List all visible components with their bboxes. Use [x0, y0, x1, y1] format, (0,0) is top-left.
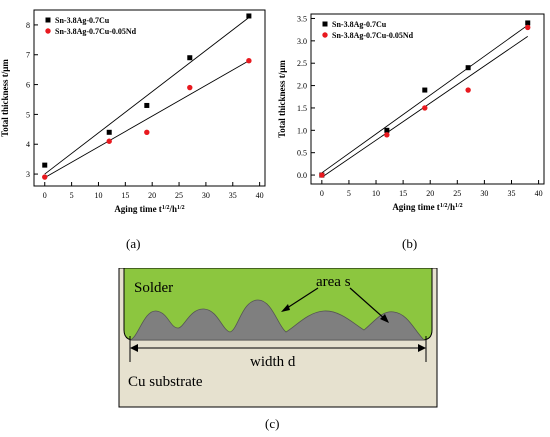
- y-tick-label: 0.5: [297, 149, 307, 158]
- data-point-square: [144, 102, 150, 108]
- x-axis-label-text: Aging time t: [114, 204, 162, 214]
- x-axis-label-superscript: 1/2: [177, 205, 185, 211]
- x-tick-label: 20: [426, 189, 434, 198]
- x-tick-label: 5: [347, 189, 351, 198]
- data-point-circle: [187, 84, 193, 91]
- data-point-square: [422, 87, 428, 93]
- x-axis-label-text: /h: [446, 202, 455, 212]
- legend-label: Sn-3.8Ag-0.7Cu-0.05Nd: [55, 27, 137, 36]
- data-point-circle: [384, 132, 390, 138]
- data-point-circle: [246, 58, 252, 64]
- legend-label: Sn-3.8Ag-0.7Cu: [332, 20, 387, 29]
- legend-label: Sn-3.8Ag-0.7Cu: [55, 16, 110, 25]
- imc-scallops: [129, 299, 425, 341]
- data-point-square: [465, 65, 471, 71]
- fit-line-0: [321, 24, 529, 174]
- x-tick-label: 20: [148, 191, 156, 200]
- x-tick-label: 35: [229, 191, 237, 200]
- data-point-square: [42, 162, 48, 168]
- legend-marker-circle: [322, 32, 328, 38]
- x-axis-label-text: /h: [168, 204, 177, 214]
- area-arrow-right: [349, 287, 387, 321]
- y-tick-label: 3: [26, 170, 30, 179]
- data-point-circle: [106, 138, 112, 144]
- chart-b: 0 5 10 15 20 25 30 35 40 0.0 0.5 1.0 1.5 2.0 2.5 3.0 3.5…: [277, 0, 550, 230]
- data-point-square: [384, 127, 390, 133]
- data-point-square: [246, 13, 252, 19]
- plot-frame: [33, 9, 266, 187]
- data-point-square: [106, 129, 112, 135]
- y-tick-label: 4: [26, 140, 30, 149]
- imc-diagram: Solder area s width d Cu substrate: [118, 267, 438, 408]
- area-label: area s: [316, 274, 351, 290]
- y-tick-label: 1.0: [297, 126, 307, 135]
- y-tick-label: 5: [26, 110, 30, 119]
- y-tick-label: 2.0: [297, 82, 307, 91]
- x-tick-label: 30: [480, 189, 488, 198]
- width-arrowhead-right: [418, 344, 426, 352]
- data-point-circle: [319, 172, 325, 178]
- panel-label-c: (c): [265, 416, 280, 431]
- data-point-square: [525, 20, 531, 26]
- fit-line-0: [44, 17, 250, 175]
- data-point-circle: [525, 24, 531, 31]
- solder-label: Solder: [134, 280, 173, 296]
- x-tick-label: 25: [175, 191, 183, 200]
- data-point-square: [187, 55, 193, 61]
- x-tick-label: 15: [121, 191, 129, 200]
- y-tick-label: 8: [26, 21, 30, 30]
- fit-line-1: [44, 60, 250, 179]
- width-label: width d: [250, 354, 296, 370]
- x-axis-label: Aging time t1/2/h1/2: [392, 202, 462, 212]
- x-tick-label: 10: [372, 189, 380, 198]
- x-tick-label: 25: [453, 189, 461, 198]
- area-arrow-left: [283, 287, 319, 311]
- x-tick-label: 5: [70, 191, 74, 200]
- panel-label-b: (b): [402, 236, 418, 251]
- data-point-circle: [422, 105, 428, 111]
- chart-b-svg: 0 5 10 15 20 25 30 35 40 0.0 0.5 1.0 1.5 2.0 2.5 3.0 3.5…: [277, 13, 545, 212]
- y-tick-label: 2.5: [297, 59, 307, 68]
- panel-label-a: (a): [126, 236, 141, 251]
- area-arrowhead-left: [281, 304, 290, 312]
- data-point-circle: [144, 129, 150, 136]
- x-axis-label-superscript: 1/2: [455, 203, 463, 209]
- width-arrowhead-left: [130, 344, 138, 352]
- x-tick-label: 15: [399, 189, 407, 198]
- imc-diagram-svg: Solder area s width d Cu substrate: [118, 267, 438, 408]
- x-axis-label-superscript: 1/2: [440, 203, 448, 209]
- substrate-label: Cu substrate: [128, 374, 203, 390]
- area-arrowhead-right: [380, 314, 389, 323]
- x-tick-label: 40: [535, 189, 543, 198]
- y-axis-label: Total thickness t/μm: [0, 59, 10, 137]
- x-tick-label: 10: [94, 191, 102, 200]
- y-tick-label: 3.5: [297, 14, 307, 23]
- x-tick-label: 30: [202, 191, 210, 200]
- x-tick-label: 40: [256, 191, 264, 200]
- x-tick-label: 35: [507, 189, 515, 198]
- data-point-circle: [465, 87, 471, 93]
- legend-marker-square: [45, 17, 51, 23]
- legend-marker-square: [322, 21, 328, 27]
- plot-frame: [310, 13, 545, 185]
- y-tick-label: 6: [26, 81, 30, 90]
- x-axis-label: Aging time t1/2/h1/2: [114, 204, 184, 214]
- x-axis-label-text: Aging time t: [392, 202, 440, 212]
- x-axis-label-superscript: 1/2: [162, 205, 170, 211]
- y-axis-label: Total thickness t/μm: [278, 60, 287, 138]
- y-tick-label: 1.5: [297, 104, 307, 113]
- y-tick-label: 7: [26, 51, 30, 60]
- x-tick-label: 0: [43, 191, 47, 200]
- y-tick-label: 0.0: [297, 171, 307, 180]
- chart-a: 0 5 10 15 20 25 30 35 40 3 4 5 6 7 8 Aging time t1/2/h1…: [0, 0, 280, 230]
- legend-label: Sn-3.8Ag-0.7Cu-0.05Nd: [332, 31, 414, 40]
- x-tick-label: 0: [320, 189, 324, 198]
- legend-marker-circle: [45, 28, 51, 34]
- y-tick-label: 3.0: [297, 37, 307, 46]
- data-point-circle: [42, 174, 48, 180]
